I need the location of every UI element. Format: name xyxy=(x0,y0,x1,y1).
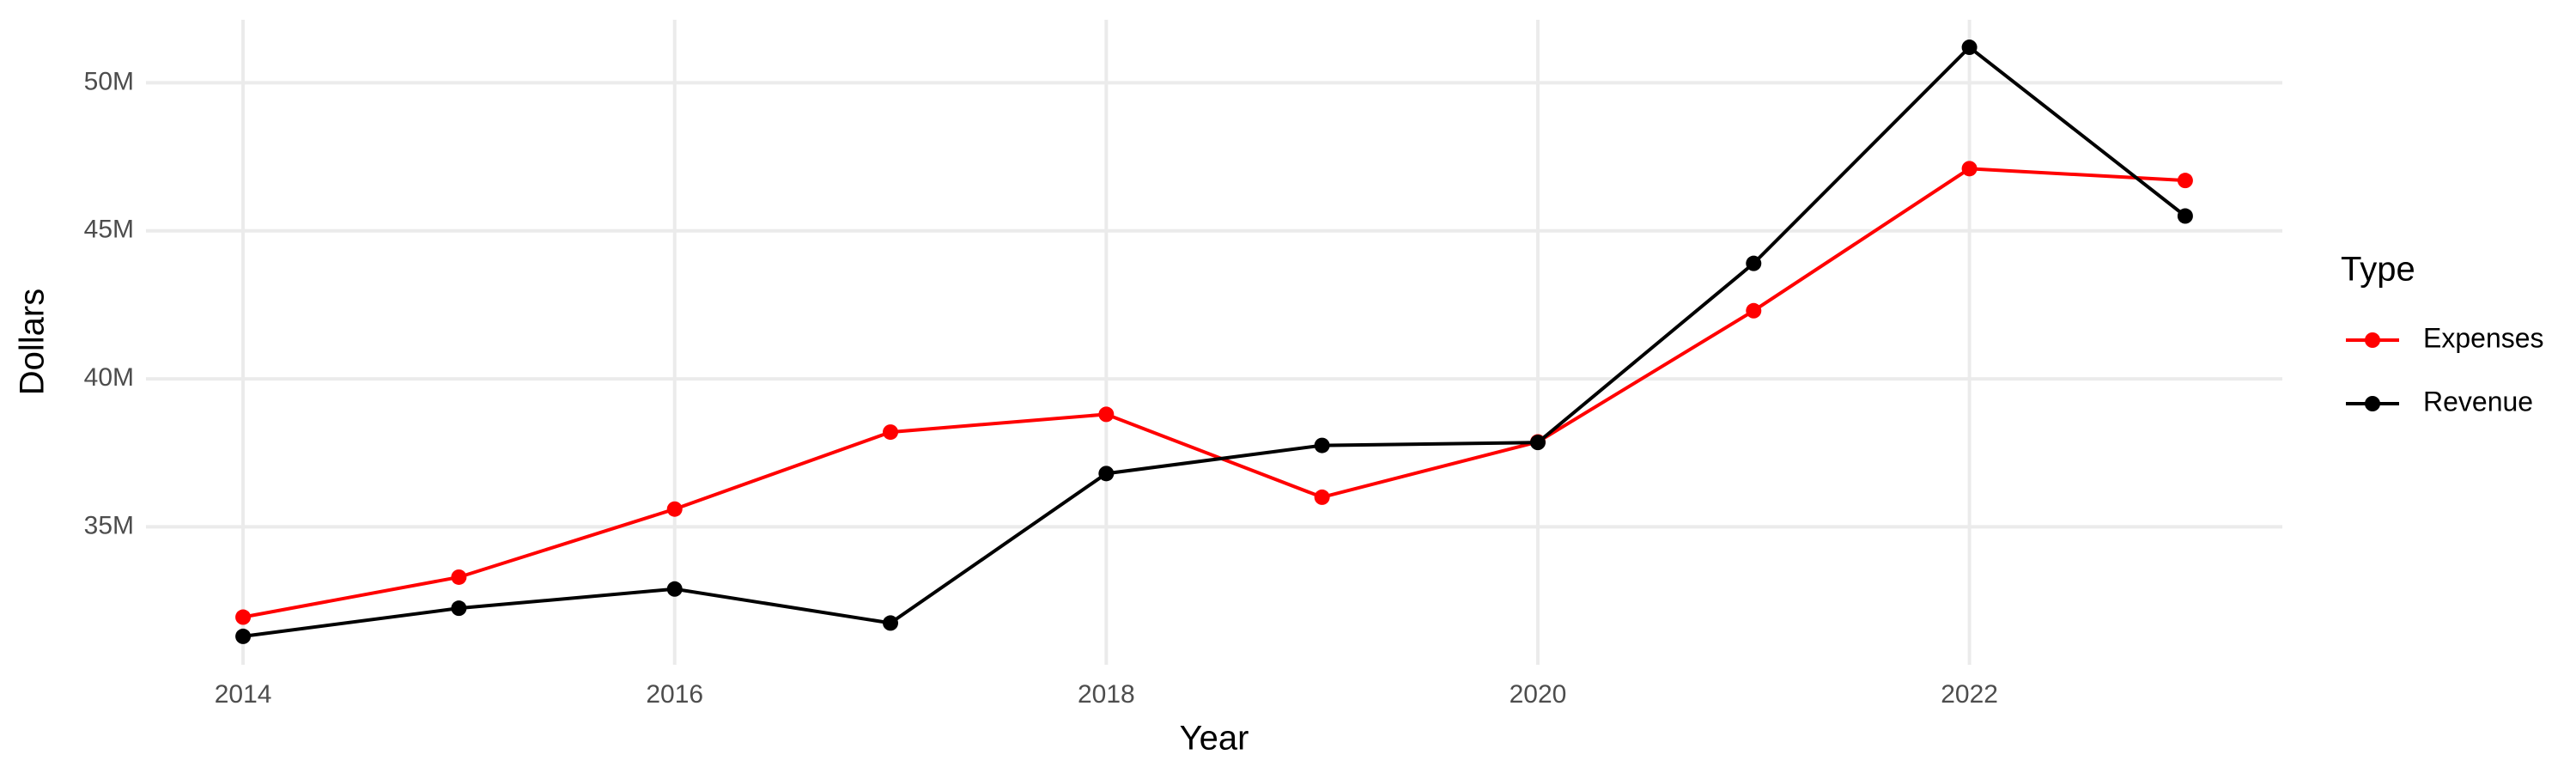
x-axis-title: Year xyxy=(1180,720,1249,758)
x-tick-label: 2022 xyxy=(1941,680,1998,709)
series-line xyxy=(242,45,2187,638)
legend-label: Expenses xyxy=(2423,322,2544,353)
data-point xyxy=(235,609,252,625)
data-point xyxy=(1098,406,1115,423)
series-line xyxy=(242,167,2186,619)
legend-marker xyxy=(2365,396,2380,411)
y-tick-label: 50M xyxy=(84,67,134,95)
data-point xyxy=(1098,466,1115,482)
data-point xyxy=(1961,161,1978,177)
data-point xyxy=(1961,40,1978,56)
x-tick-label: 2014 xyxy=(215,680,272,709)
y-tick-label: 35M xyxy=(84,511,134,539)
data-point xyxy=(1314,489,1330,505)
data-point xyxy=(1314,437,1330,453)
legend-title: Type xyxy=(2341,251,2415,289)
x-tick-label: 2020 xyxy=(1510,680,1567,709)
data-point xyxy=(1746,302,1762,319)
y-tick-label: 40M xyxy=(84,363,134,392)
y-tick-label: 45M xyxy=(84,216,134,244)
x-tick-label: 2018 xyxy=(1078,680,1135,709)
data-point xyxy=(451,569,467,585)
data-point xyxy=(883,615,899,631)
legend-marker xyxy=(2365,332,2380,348)
data-point xyxy=(883,424,899,441)
data-point xyxy=(2177,173,2193,189)
grid xyxy=(146,20,2282,665)
y-axis-title: Dollars xyxy=(14,289,52,395)
x-tick-label: 2016 xyxy=(646,680,703,709)
data-point xyxy=(2177,208,2193,224)
data-point xyxy=(666,501,683,517)
data-point xyxy=(1529,435,1546,451)
legend-label: Revenue xyxy=(2423,386,2533,417)
data-point xyxy=(235,628,252,644)
data-point xyxy=(1746,255,1762,271)
data-point xyxy=(666,581,683,597)
data-point xyxy=(451,600,467,617)
